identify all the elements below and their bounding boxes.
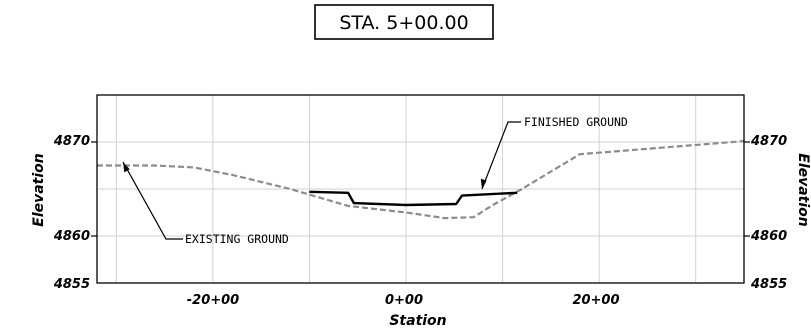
- y-tick-right-4860: 4860: [750, 229, 787, 244]
- finished-ground-arrowhead: [480, 178, 487, 189]
- y-axis-label-right: Elevation: [795, 153, 811, 227]
- finished-ground-label: FINISHED GROUND: [524, 115, 628, 129]
- finished-ground-line: [309, 190, 518, 207]
- y-axis-label-left: Elevation: [31, 153, 47, 227]
- existing-ground-callout: EXISTING GROUND: [122, 161, 289, 246]
- y-tick-right-4855: 4855: [750, 277, 787, 292]
- x-tick-0: 0+00: [385, 293, 423, 308]
- x-tick-20: 20+00: [572, 293, 619, 308]
- y-tick-right-4870: 4870: [750, 134, 787, 149]
- finished-ground-callout: FINISHED GROUND: [480, 115, 628, 190]
- x-tick-minus-20: -20+00: [187, 293, 239, 308]
- existing-ground-leader: [122, 161, 183, 240]
- existing-ground-label: EXISTING GROUND: [185, 232, 289, 246]
- title-box: STA. 5+00.00: [314, 4, 494, 40]
- y-tick-left-4870: 4870: [53, 134, 90, 149]
- y-tick-left-4855: 4855: [53, 277, 90, 292]
- title-frame: [314, 4, 494, 40]
- series-group: [97, 140, 745, 220]
- y-ticks-left: 4870 4860 4855: [53, 134, 90, 292]
- finished-ground-leader: [481, 121, 521, 190]
- existing-ground-arrowhead: [123, 162, 130, 173]
- x-axis-label: Station: [389, 313, 446, 329]
- y-ticks-right: 4870 4860 4855: [750, 134, 787, 292]
- y-tick-left-4860: 4860: [53, 229, 90, 244]
- plot-frame: [96, 94, 745, 284]
- x-ticks: -20+00 0+00 20+00: [187, 293, 620, 308]
- existing-ground-line: [97, 140, 745, 220]
- chart-title: STA. 5+00.00: [339, 12, 468, 34]
- grid: [91, 95, 750, 283]
